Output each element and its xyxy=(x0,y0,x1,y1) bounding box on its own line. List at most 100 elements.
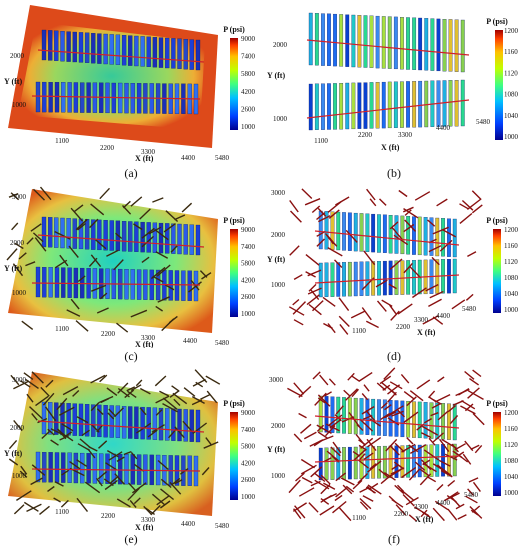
x-axis-label: X (ft) xyxy=(135,523,154,531)
natural-fracture xyxy=(300,458,315,469)
fracture-plane xyxy=(365,261,370,296)
natural-fracture xyxy=(312,300,324,312)
x-tick-label: 1100 xyxy=(55,325,69,333)
colorbar xyxy=(493,412,501,496)
y-tick-label: 2000 xyxy=(10,424,25,432)
natural-fracture xyxy=(165,210,179,223)
natural-fracture xyxy=(428,245,442,253)
natural-fracture xyxy=(91,424,100,433)
fracture-plane xyxy=(318,395,323,433)
fracture-plane xyxy=(377,214,381,253)
fracture-plane xyxy=(308,83,313,131)
natural-fracture xyxy=(390,310,400,321)
y-tick-label: 2000 xyxy=(10,239,25,247)
natural-fracture xyxy=(403,262,414,274)
natural-fracture xyxy=(75,320,89,332)
natural-fractures xyxy=(8,369,221,516)
natural-fracture xyxy=(148,226,162,235)
natural-fracture xyxy=(127,390,137,398)
natural-fracture xyxy=(30,223,42,232)
natural-fracture xyxy=(352,479,363,490)
fracture-plane xyxy=(377,399,381,436)
fracture-plane xyxy=(80,452,85,484)
y-tick-label: 3000 xyxy=(12,193,27,201)
natural-fracture xyxy=(394,484,405,495)
natural-fracture xyxy=(432,226,449,235)
fracture-plane xyxy=(429,217,434,256)
natural-fracture xyxy=(400,373,410,384)
fracture-plane xyxy=(417,444,422,478)
natural-fracture xyxy=(379,198,387,206)
natural-fracture xyxy=(369,418,381,427)
natural-fracture xyxy=(56,428,67,440)
natural-fracture xyxy=(200,393,211,400)
natural-fracture xyxy=(288,306,305,316)
natural-fracture xyxy=(447,405,457,413)
natural-fracture xyxy=(379,375,392,385)
natural-fracture xyxy=(327,323,336,334)
natural-fracture xyxy=(8,458,19,466)
natural-fracture xyxy=(58,406,75,416)
fracture-plane xyxy=(412,17,417,70)
natural-fracture xyxy=(95,239,107,250)
natural-fracture xyxy=(117,387,130,398)
natural-fracture xyxy=(301,188,313,200)
natural-fracture xyxy=(21,320,34,330)
natural-fracture xyxy=(350,310,366,319)
natural-fracture xyxy=(96,307,109,314)
fracture-plane xyxy=(400,400,405,438)
natural-fracture xyxy=(60,431,74,442)
fracture-plane xyxy=(158,407,164,441)
natural-fracture xyxy=(397,409,405,418)
legend-title: P (psi) xyxy=(223,399,245,408)
fracture-plane xyxy=(109,34,114,65)
natural-fracture xyxy=(183,387,196,397)
fracture-plane xyxy=(103,33,108,65)
fracture-plane xyxy=(174,270,180,301)
natural-fracture xyxy=(414,506,430,517)
natural-fracture xyxy=(75,218,88,231)
natural-fracture xyxy=(99,292,108,300)
natural-fracture xyxy=(98,395,114,404)
well-line-upper xyxy=(314,230,460,246)
fracture-plane xyxy=(48,82,53,113)
natural-fracture xyxy=(121,205,132,215)
fracture-plane xyxy=(54,452,60,483)
fracture-plane xyxy=(393,81,398,128)
fracture-plane xyxy=(171,223,176,254)
reservoir-domain xyxy=(8,189,218,333)
fracture-plane xyxy=(146,36,151,67)
colorbar-tick-label: 1000 xyxy=(504,489,519,497)
natural-fracture xyxy=(116,322,129,333)
natural-fracture xyxy=(205,437,212,446)
colorbar-tick-label: 1000 xyxy=(241,310,256,318)
natural-fracture xyxy=(328,378,336,386)
natural-fracture xyxy=(459,212,473,224)
fracture-plane xyxy=(115,405,121,438)
natural-fracture xyxy=(23,501,39,512)
natural-fracture xyxy=(77,222,87,231)
x-tick-label: 2200 xyxy=(394,510,409,518)
natural-fracture xyxy=(289,210,302,223)
panel-f: P (psi) 1200 1160 1120 1080 1040 1000 Y (ft) 300… xyxy=(263,366,525,549)
natural-fracture xyxy=(358,372,373,382)
natural-fracture xyxy=(293,382,305,395)
natural-fracture xyxy=(182,420,194,433)
well-line-lower xyxy=(31,282,201,286)
natural-fracture xyxy=(13,380,30,390)
natural-fracture xyxy=(358,444,367,451)
natural-fracture xyxy=(429,290,444,299)
natural-fractures xyxy=(287,367,485,522)
natural-fracture xyxy=(133,497,141,505)
natural-fracture xyxy=(461,400,476,410)
natural-fracture xyxy=(455,388,470,397)
x-tick-label: 2200 xyxy=(396,323,411,331)
fracture-plane xyxy=(377,261,381,296)
fracture-plane xyxy=(42,267,47,298)
fracture-plane xyxy=(48,217,53,248)
colorbar-tick-label: 1040 xyxy=(504,290,519,298)
natural-fracture xyxy=(467,387,480,399)
fracture-plane xyxy=(342,397,346,434)
fracture-plane xyxy=(314,83,319,130)
natural-fracture xyxy=(335,487,348,498)
